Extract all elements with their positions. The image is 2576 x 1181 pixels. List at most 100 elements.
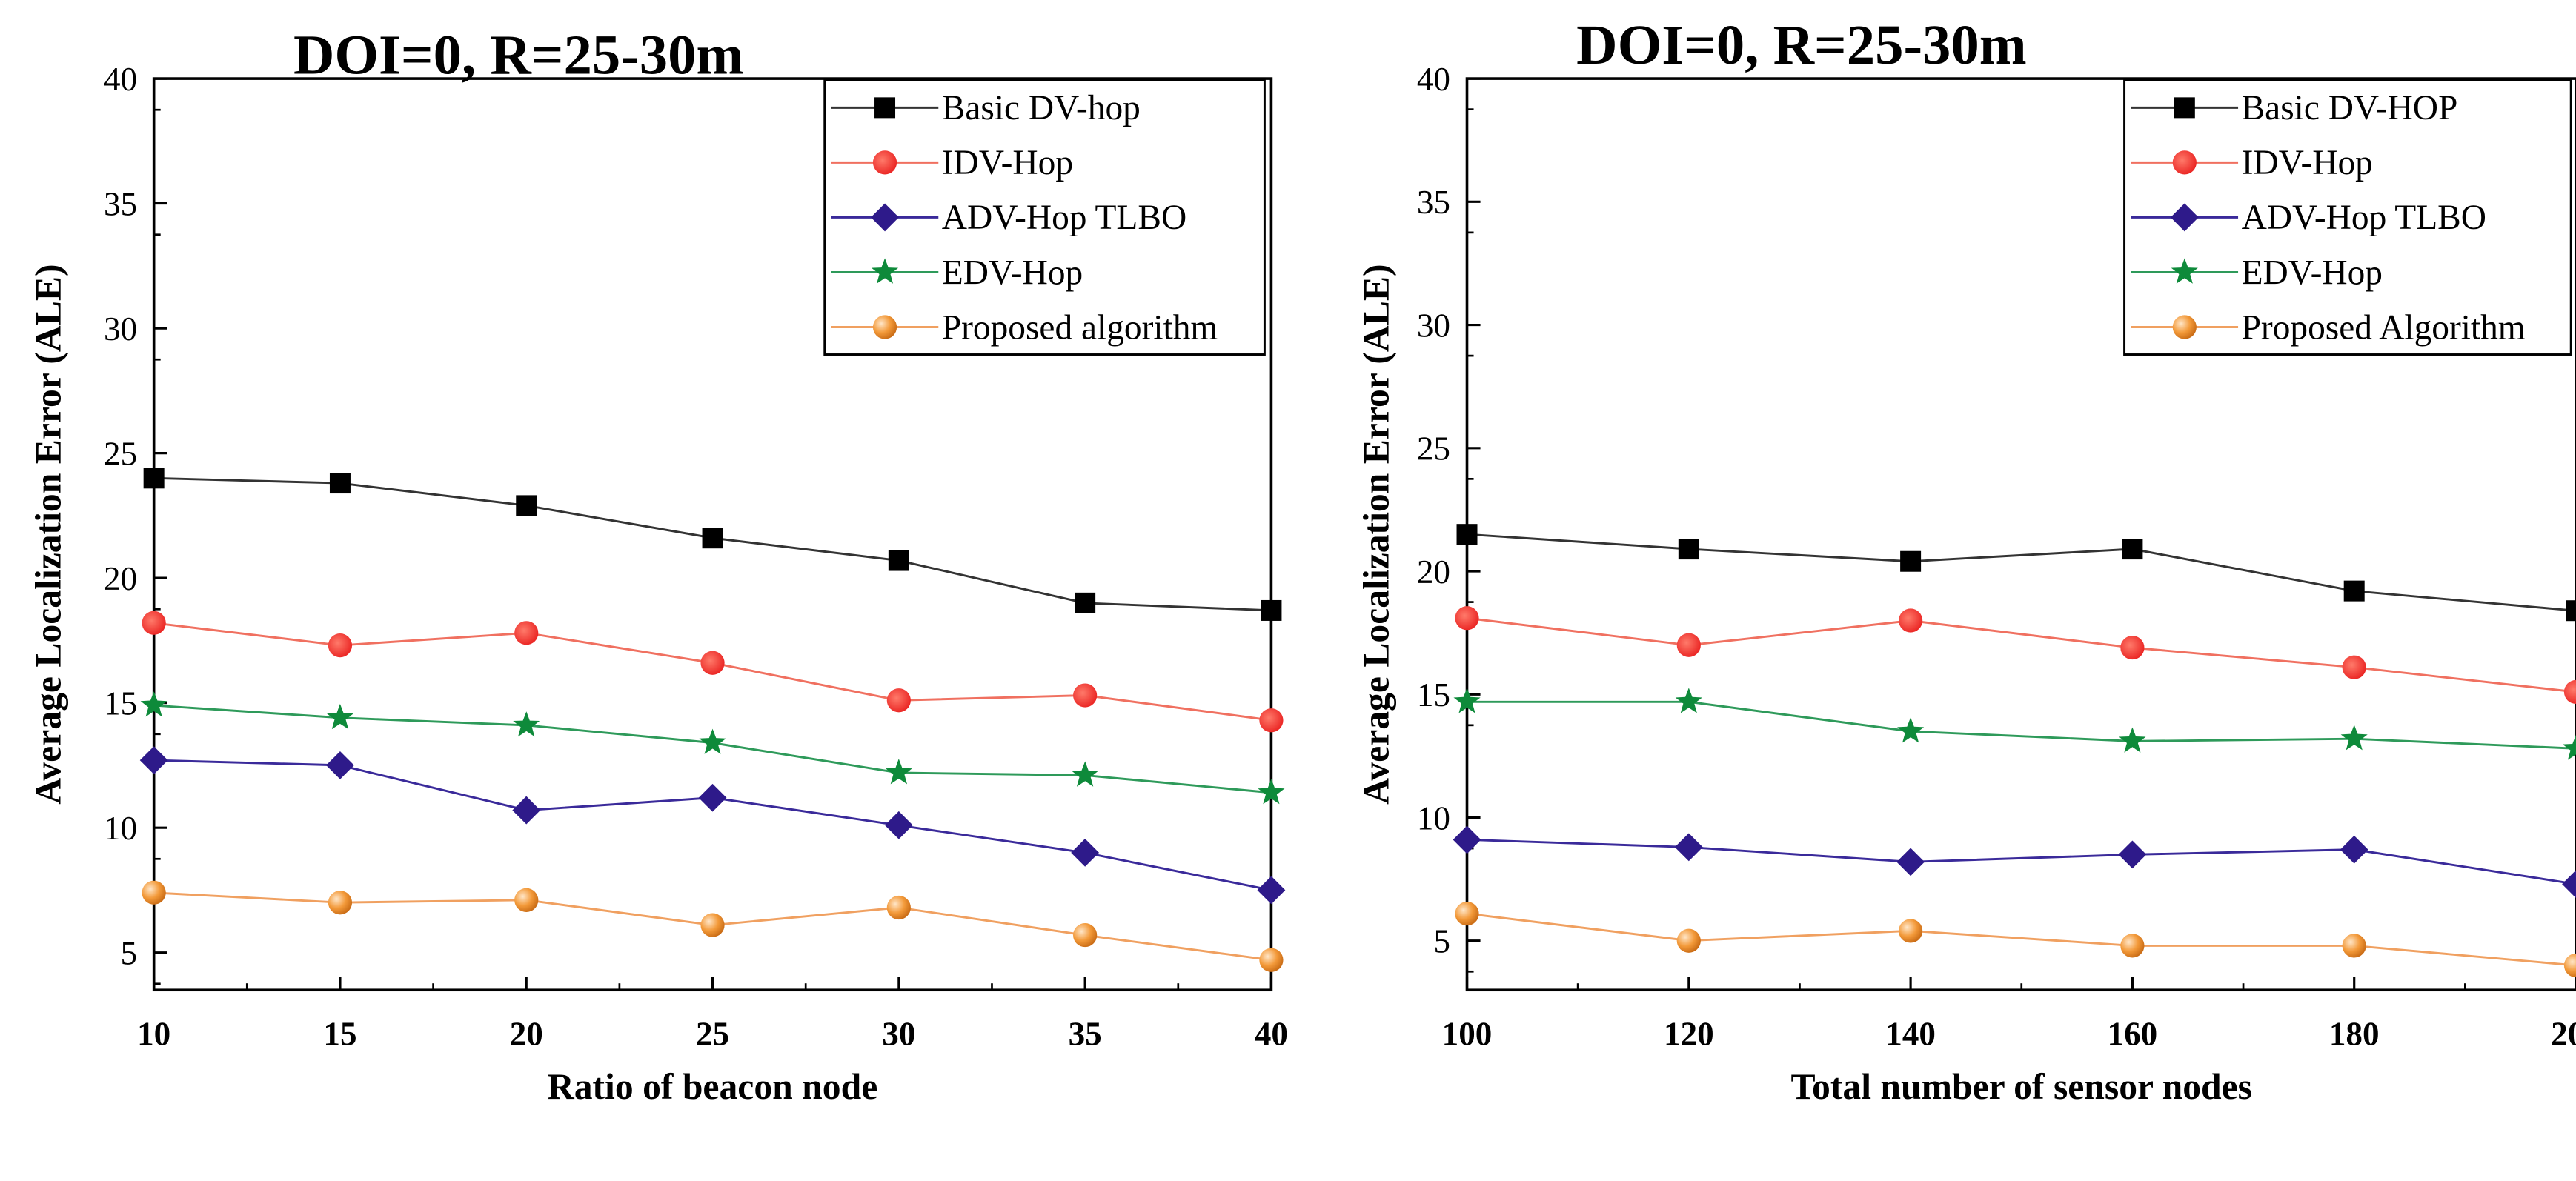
star-marker <box>327 704 353 730</box>
diamond-marker <box>1453 825 1481 854</box>
x-tick-label: 20 <box>510 1016 543 1053</box>
y-tick-label: 15 <box>104 685 137 722</box>
square-marker <box>1261 599 1282 621</box>
square-marker <box>2122 539 2143 560</box>
y-tick-label: 25 <box>104 435 137 472</box>
star-marker <box>2340 725 2368 751</box>
legend-label: Proposed Algorithm <box>2242 308 2526 347</box>
legend-label: ADV-Hop TLBO <box>2242 199 2486 237</box>
circle-marker <box>1455 606 1479 631</box>
y-axis-label: Average Localization Error (ALE) <box>1355 265 1396 805</box>
series-line <box>1467 838 2576 885</box>
legend-entry: Basic DV-HOP <box>2131 89 2458 127</box>
series-line <box>153 759 1272 891</box>
series-line <box>1467 700 2576 750</box>
series-basic <box>1456 524 2576 622</box>
y-tick-label: 35 <box>104 185 137 222</box>
y-tick-label: 30 <box>104 310 137 347</box>
circle-marker <box>514 621 539 645</box>
square-marker <box>1456 524 1478 545</box>
panel-label: (b) <box>1994 1180 2055 1181</box>
circle-marker <box>2563 679 2576 705</box>
circle-marker <box>1259 708 1284 733</box>
y-tick-label: 5 <box>121 934 138 971</box>
ball-marker <box>2563 953 2576 978</box>
legend-label: Basic DV-HOP <box>2242 89 2458 127</box>
circle-marker <box>700 651 725 675</box>
series-idv <box>142 611 1284 733</box>
diamond-marker <box>326 751 354 779</box>
circle-marker <box>1899 608 1923 633</box>
diamond-marker <box>884 811 913 839</box>
star-marker <box>2562 734 2576 760</box>
star-marker <box>885 759 912 785</box>
ball-marker <box>886 895 911 920</box>
ball-marker <box>1676 928 1701 953</box>
legend-entry: ADV-Hop TLBO <box>831 199 1186 237</box>
legend-entry: Proposed algorithm <box>831 308 1218 347</box>
y-axis-label: Average Localization Error (ALE) <box>27 265 68 805</box>
square-marker <box>516 495 537 516</box>
ball-marker <box>1899 919 1923 943</box>
series-proposed <box>1455 902 2576 978</box>
y-tick-label: 25 <box>1417 430 1450 468</box>
legend-label: IDV-Hop <box>942 144 1073 182</box>
diamond-marker <box>2562 870 2576 899</box>
circle-marker <box>142 611 166 635</box>
legend-label: ADV-Hop TLBO <box>942 199 1186 237</box>
chart-panel-a: DOI=0, R=25-30m 5 10 15 20 25 30 35 40 10 15 20 25 30… <box>27 23 1288 1181</box>
diamond-marker <box>1071 838 1100 867</box>
x-axis-label: Ratio of beacon node <box>548 1066 877 1107</box>
y-tick-label: 40 <box>104 61 137 98</box>
square-marker <box>2174 97 2195 119</box>
legend-entry: Proposed Algorithm <box>2131 308 2526 347</box>
series-line <box>1467 912 2576 967</box>
y-tick-label: 20 <box>104 560 137 597</box>
y-tick-label: 20 <box>1417 553 1450 590</box>
y-tick-label: 15 <box>1417 676 1450 713</box>
square-marker <box>888 550 909 571</box>
x-tick-label: 15 <box>323 1016 356 1053</box>
square-marker <box>329 473 351 494</box>
x-tick-label: 40 <box>1255 1016 1288 1053</box>
star-marker <box>1897 717 1925 743</box>
legend-entry: EDV-Hop <box>831 253 1083 292</box>
series-basic <box>143 468 1282 621</box>
series-idv <box>1455 606 2576 705</box>
ball-marker <box>2120 934 2145 958</box>
chart-title: DOI=0, R=25-30m <box>293 23 744 86</box>
x-tick-label: 200 <box>2551 1016 2576 1053</box>
square-marker <box>2566 600 2576 622</box>
legend-entry: EDV-Hop <box>2131 253 2383 292</box>
circle-marker <box>872 150 897 175</box>
series-adv <box>139 746 1286 905</box>
diamond-marker <box>2118 840 2147 869</box>
circle-marker <box>328 633 353 658</box>
star-marker <box>699 728 726 754</box>
legend-label: Proposed algorithm <box>942 308 1218 347</box>
star-marker <box>2171 258 2198 284</box>
x-tick-label: 100 <box>1442 1016 1493 1053</box>
star-marker <box>1072 761 1099 787</box>
diamond-marker <box>1257 876 1286 905</box>
diamond-marker <box>512 796 541 825</box>
square-marker <box>874 97 896 119</box>
x-axis-label: Total number of sensor nodes <box>1791 1066 2252 1107</box>
circle-marker <box>1676 633 1701 657</box>
legend-entry: IDV-Hop <box>2131 144 2373 182</box>
ball-marker <box>328 891 353 915</box>
legend-label: Basic DV-hop <box>942 89 1141 127</box>
series-adv <box>1453 825 2576 899</box>
square-marker <box>143 468 165 489</box>
legend-label: EDV-Hop <box>2242 253 2383 292</box>
x-tick-label: 180 <box>2329 1016 2380 1053</box>
series-edv <box>1453 688 2576 760</box>
y-tick-label: 10 <box>1417 799 1450 836</box>
star-marker <box>513 711 540 737</box>
x-tick-label: 35 <box>1069 1016 1102 1053</box>
legend-box <box>2123 79 2572 356</box>
chart-canvas: DOI=0, R=25-30m 5 10 15 20 25 30 35 40 10 15 20 25 30… <box>27 23 1288 1181</box>
star-marker <box>1258 779 1285 805</box>
chart-title: DOI=0, R=25-30m <box>1576 13 2027 76</box>
diamond-marker <box>871 203 899 232</box>
